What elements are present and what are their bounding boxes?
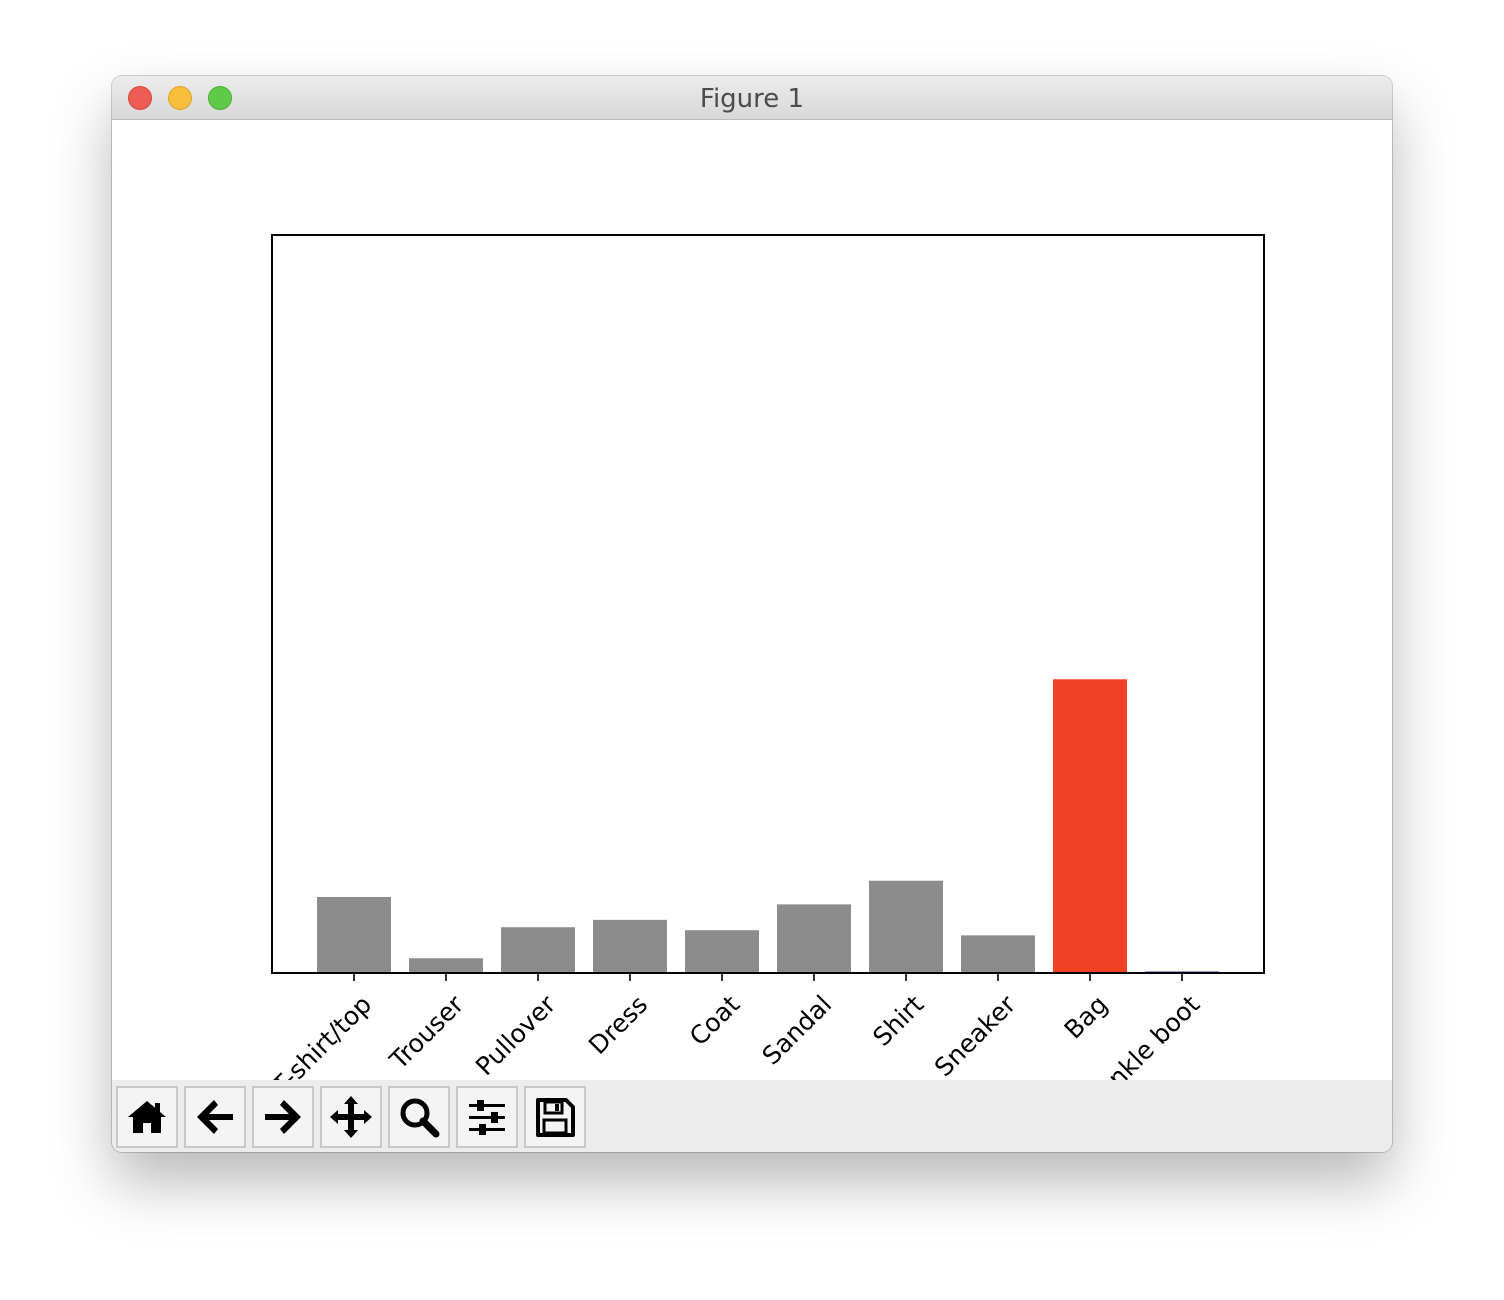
axes-frame	[271, 234, 1265, 974]
bar-t-shirt-top	[317, 896, 391, 973]
minimize-window-button[interactable]	[168, 86, 192, 110]
configure-subplots-button[interactable]	[456, 1086, 518, 1148]
bar-shirt	[869, 880, 943, 973]
bar-sandal	[777, 904, 851, 973]
bar-chart: T-shirt/top Trouser Pullover Dress Coat Sanda…	[266, 234, 1265, 1080]
x-tick-label: Sneaker	[929, 989, 1022, 1080]
figure-canvas[interactable]: T-shirt/top Trouser Pullover Dress Coat Sanda…	[112, 120, 1392, 1080]
pan-button[interactable]	[320, 1086, 382, 1148]
bar-sneaker	[961, 935, 1035, 973]
x-tick-label: Coat	[684, 990, 746, 1052]
x-tick-label: Bag	[1059, 990, 1114, 1045]
arrow-right-icon	[265, 1100, 301, 1134]
magnifier-icon	[400, 1098, 440, 1138]
zoom-window-button[interactable]	[208, 86, 232, 110]
title-bar[interactable]: Figure 1	[112, 76, 1392, 120]
x-tick-label: Dress	[583, 990, 653, 1060]
bar-coat	[685, 930, 759, 973]
x-tick-label: Sandal	[757, 990, 838, 1071]
sliders-icon	[469, 1100, 505, 1135]
home-button[interactable]	[116, 1086, 178, 1148]
x-tick-label: Trouser	[384, 989, 470, 1075]
window-title: Figure 1	[699, 84, 805, 114]
bar-pullover	[501, 927, 575, 973]
bar-dress	[593, 919, 667, 973]
x-tick-label: T-shirt/top	[266, 990, 377, 1080]
zoom-button[interactable]	[388, 1086, 450, 1148]
home-icon	[128, 1101, 166, 1133]
close-window-button[interactable]	[128, 86, 152, 110]
forward-button[interactable]	[252, 1086, 314, 1148]
x-tick-label: Ankle boot	[1090, 990, 1205, 1080]
move-icon	[330, 1096, 372, 1138]
x-tick-label: Pullover	[470, 989, 562, 1080]
floppy-disk-icon	[536, 1098, 575, 1137]
bar-bag	[1053, 679, 1127, 973]
back-button[interactable]	[184, 1086, 246, 1148]
figure-window: Figure 1 T-shirt/top Trouser Pullover Dress…	[112, 76, 1392, 1152]
bar-trouser	[409, 958, 483, 973]
x-tick-label: Shirt	[867, 990, 929, 1052]
navigation-toolbar	[112, 1080, 1392, 1152]
arrow-left-icon	[197, 1100, 233, 1134]
save-button[interactable]	[524, 1086, 586, 1148]
